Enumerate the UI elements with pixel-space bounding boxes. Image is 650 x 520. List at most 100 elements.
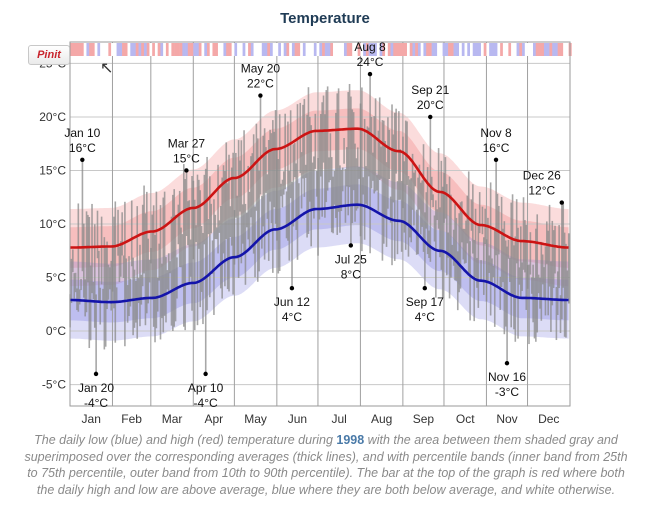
daily-bar	[466, 195, 469, 244]
anomaly-segment	[256, 43, 260, 56]
extreme-point	[184, 168, 189, 173]
chart-title: Temperature	[280, 10, 370, 27]
daily-bar	[266, 174, 269, 219]
daily-bar	[403, 161, 406, 233]
anomaly-segment	[275, 43, 279, 56]
extreme-point	[258, 93, 263, 98]
anomaly-segment	[70, 43, 74, 56]
daily-bar	[387, 117, 389, 209]
anomaly-segment	[316, 43, 320, 56]
daily-bar	[159, 205, 162, 340]
daily-bar	[514, 236, 517, 342]
daily-bar	[404, 120, 407, 250]
anomaly-segment	[480, 43, 484, 56]
anomaly-segment	[231, 43, 235, 56]
daily-bar	[251, 153, 254, 247]
annotation-temp: -4°C	[84, 396, 108, 410]
daily-bar	[463, 228, 466, 264]
daily-bar	[280, 183, 282, 197]
anomaly-segment	[428, 43, 432, 56]
anomaly-segment	[86, 43, 90, 56]
x-tick-label: Apr	[204, 412, 223, 426]
daily-bar	[417, 177, 419, 255]
daily-bar	[470, 199, 473, 231]
daily-bar	[196, 174, 199, 326]
daily-bar	[99, 287, 102, 325]
daily-bar	[287, 121, 289, 241]
daily-bar	[330, 157, 333, 233]
daily-bar	[503, 221, 506, 335]
anomaly-segment	[313, 43, 317, 56]
daily-bar	[554, 225, 556, 274]
daily-bar	[121, 212, 123, 256]
daily-bar	[284, 113, 286, 190]
annotation-temp: 4°C	[415, 310, 435, 324]
daily-bar	[341, 167, 344, 192]
daily-bar	[229, 206, 232, 238]
anomaly-segment	[253, 43, 257, 56]
daily-bar	[414, 169, 417, 187]
anomaly-segment	[94, 43, 98, 56]
daily-bar	[421, 180, 423, 227]
anomaly-segment	[193, 43, 197, 56]
anomaly-segment	[291, 43, 295, 56]
daily-bar	[491, 258, 493, 285]
daily-bar	[140, 274, 143, 305]
daily-bar	[398, 111, 400, 200]
daily-bar	[495, 159, 497, 256]
anomaly-segment	[270, 43, 274, 56]
anomaly-segment	[398, 43, 402, 56]
annotation-date: Apr 10	[188, 381, 224, 395]
chart-caption: The daily low (blue) and high (red) temp…	[18, 432, 634, 498]
daily-bar	[552, 230, 555, 288]
daily-bar	[476, 257, 478, 288]
pinit-button[interactable]: Pinit	[28, 45, 70, 65]
caption-year-link[interactable]: 1998	[336, 433, 365, 447]
daily-bar	[381, 120, 384, 261]
daily-bar	[200, 226, 203, 292]
daily-bar	[185, 170, 188, 237]
anomaly-segment	[335, 43, 339, 56]
daily-bar	[536, 214, 539, 333]
daily-bar	[198, 179, 200, 249]
anomaly-segment	[505, 43, 509, 56]
anomaly-segment	[261, 43, 265, 56]
anomaly-segment	[259, 43, 263, 56]
daily-bar	[235, 152, 237, 218]
daily-bar	[465, 220, 467, 263]
anomaly-segment	[467, 43, 471, 56]
annotation-date: Sep 17	[406, 295, 444, 309]
daily-bar	[289, 110, 292, 199]
daily-bar	[396, 181, 399, 255]
anomaly-segment	[245, 43, 249, 56]
y-axis: 25°C20°C15°C10°C5°C0°C-5°C	[39, 56, 66, 391]
anomaly-segment	[533, 43, 537, 56]
daily-bar	[566, 270, 569, 299]
anomaly-segment	[390, 43, 394, 56]
anomaly-segment	[516, 43, 520, 56]
daily-bar	[156, 277, 159, 312]
daily-bar	[84, 279, 86, 317]
anomaly-segment	[133, 43, 137, 56]
daily-bar	[111, 244, 114, 292]
daily-bar	[124, 201, 126, 347]
daily-bar	[218, 220, 221, 233]
daily-bar	[370, 116, 373, 189]
annotation-date: Dec 26	[523, 169, 561, 183]
anomaly-segment	[486, 43, 490, 56]
daily-bar	[355, 158, 358, 211]
daily-bar	[481, 206, 484, 235]
anomaly-segment	[226, 43, 230, 56]
x-tick-label: Dec	[538, 412, 559, 426]
daily-bar	[100, 216, 103, 285]
anomaly-segment	[198, 43, 202, 56]
daily-bar	[148, 259, 151, 283]
daily-bar	[136, 206, 139, 339]
daily-bar	[247, 165, 249, 240]
average-low-line	[70, 203, 569, 304]
daily-bar	[567, 233, 570, 304]
daily-bar	[350, 96, 352, 246]
daily-bar	[558, 225, 560, 289]
daily-bar	[122, 255, 125, 278]
